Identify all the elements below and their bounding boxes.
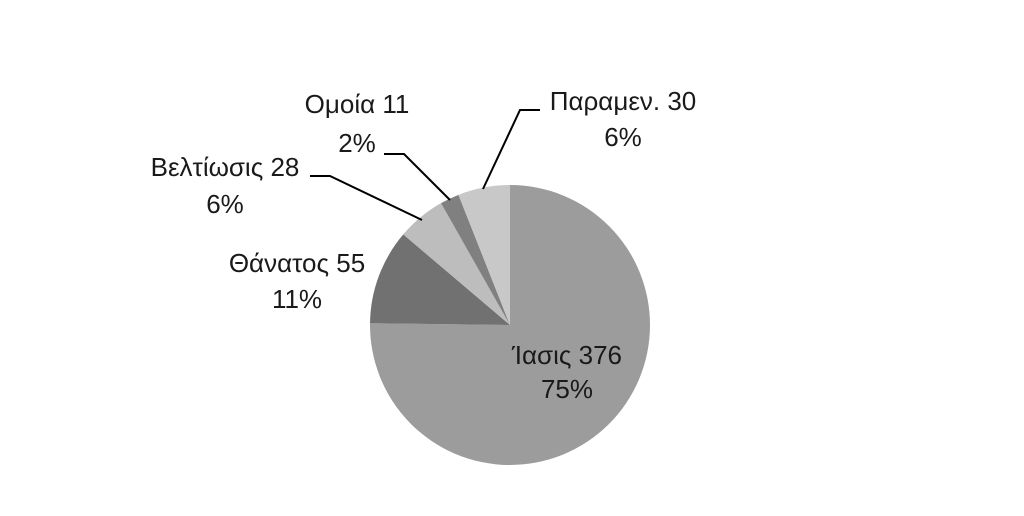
slice-percent-4: 2% xyxy=(338,128,376,158)
leader-line-5 xyxy=(482,109,540,190)
slice-label-2: Θάνατος 55 xyxy=(229,248,365,278)
pie-slice-5 xyxy=(458,185,510,325)
slice-label-4: Ομοία 11 xyxy=(305,89,410,119)
pie-slice-1 xyxy=(369,185,650,466)
slice-percent-1: 75% xyxy=(541,374,593,404)
slice-label-3: Βελτίωσις 28 xyxy=(151,152,300,182)
slice-label-5: Παραμεν. 30 xyxy=(550,86,697,116)
leader-line-3 xyxy=(310,175,423,221)
pie-slice-3 xyxy=(403,203,510,325)
slice-percent-2: 11% xyxy=(272,284,322,314)
pie-slice-2 xyxy=(370,234,510,325)
slice-label-1: Ίασις 376 xyxy=(511,340,622,370)
slice-percent-3: 6% xyxy=(206,189,244,219)
leader-line-4 xyxy=(384,153,451,201)
slice-percent-5: 6% xyxy=(604,122,642,152)
pie-slice-4 xyxy=(441,194,510,325)
